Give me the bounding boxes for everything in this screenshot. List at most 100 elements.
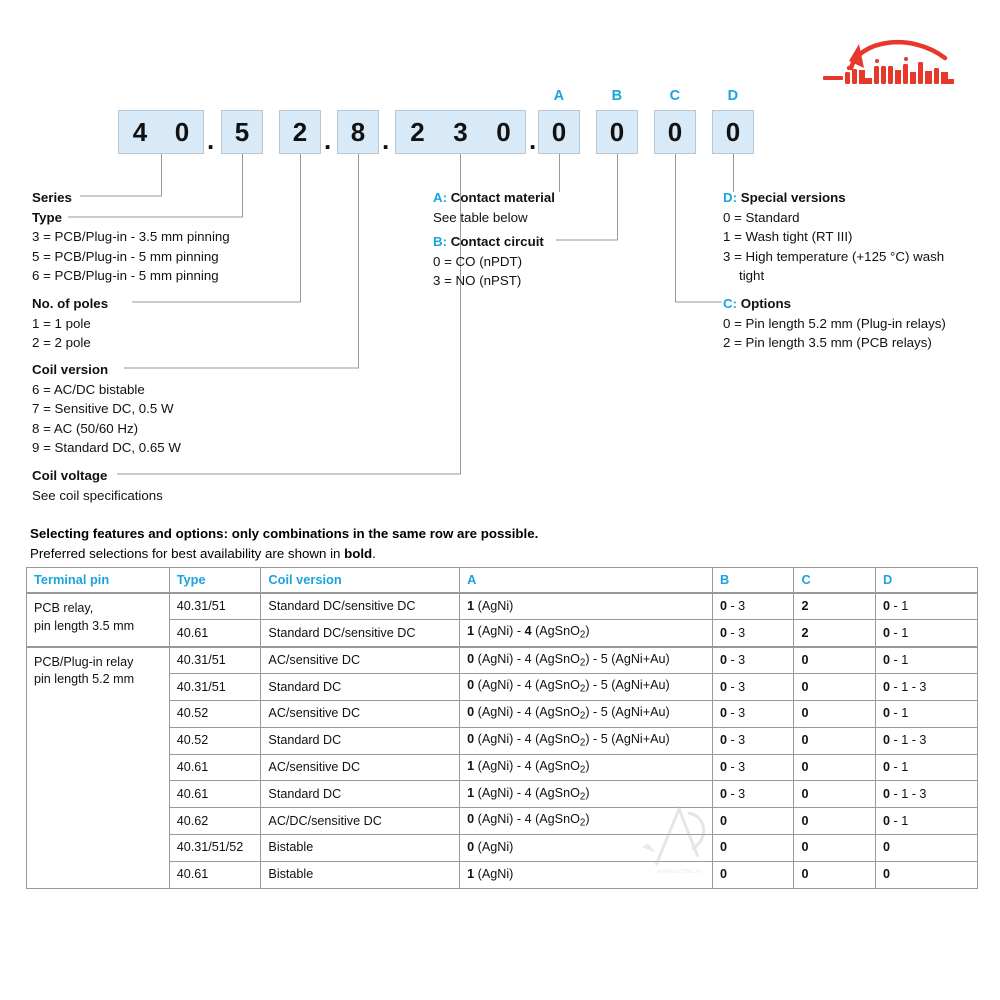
- cell-coil-version: Standard DC/sensitive DC: [260, 592, 461, 621]
- intro-line-2-bold: bold: [344, 545, 373, 561]
- legend-poles-title: No. of poles: [32, 296, 109, 311]
- cell-type: 40.31/51: [168, 645, 262, 675]
- pn-digit: 4: [132, 117, 148, 147]
- pn-box-contact-circuit: 0: [596, 110, 638, 154]
- cell-type: 40.31/51/52: [168, 833, 262, 862]
- legend-a-title: A: Contact material: [433, 188, 555, 208]
- cell-type: 40.61: [168, 619, 262, 648]
- legend-d-item: 3 = High temperature (+125 °C) wash: [723, 248, 945, 264]
- table-row: 40.61 AC/sensitive DC 1 (AgNi) - 4 (AgSnO2…: [27, 753, 978, 782]
- legend-b-item: 0 = CO (nPDT): [433, 253, 523, 269]
- cell-c: 0: [793, 726, 877, 755]
- legend-d-item: 0 = Standard: [723, 209, 800, 225]
- pn-digit: 0: [551, 117, 567, 147]
- cell-d: 0 - 1 - 3: [875, 726, 978, 755]
- table-intro: Selecting features and options: only com…: [30, 524, 538, 563]
- legend-coil-version-item: 6 = AC/DC bistable: [32, 381, 145, 397]
- table-row: PCB/Plug-in relay pin length 5.2 mm 40.31/…: [26, 645, 978, 889]
- cell-d: 0 - 1: [875, 807, 978, 835]
- col-header-a: A: [459, 567, 713, 594]
- pn-box-coil-version: 8: [337, 110, 379, 154]
- cell-a: 0 (AgNi) - 4 (AgSnO2) - 5 (AgNi+Au): [459, 645, 713, 675]
- pn-letter-c: C: [669, 88, 681, 104]
- pn-digit: 8: [350, 117, 366, 147]
- cell-b: 0 - 3: [711, 726, 795, 755]
- legend-coil-voltage-title: Coil voltage: [32, 468, 108, 483]
- pn-box-type: 5: [221, 110, 263, 154]
- table-row: 40.52 Standard DC 0 (AgNi) - 4 (AgSnO2) - …: [27, 726, 978, 755]
- table-row: 40.31/51 Standard DC 0 (AgNi) - 4 (AgSnO2)…: [27, 673, 978, 701]
- legend-a-letter: A:: [433, 190, 448, 205]
- legend-poles-item: 2 = 2 pole: [32, 335, 91, 351]
- cell-a: 0 (AgNi): [459, 833, 713, 862]
- selection-table: Terminal pin Type Coil version A B C D P…: [26, 567, 978, 889]
- legend-a-title-text: Contact material: [450, 190, 555, 205]
- cell-d: 0: [875, 860, 978, 889]
- table-row: 40.61 Standard DC/sensitive DC 1 (AgNi) - …: [27, 619, 978, 648]
- col-header-terminal-pin: Terminal pin: [26, 567, 170, 594]
- terminal-pin-line-1: PCB relay,: [34, 601, 94, 615]
- legend-d-letter: D:: [723, 190, 738, 205]
- legend-c-title: C: Options: [723, 294, 946, 314]
- legend-c-options: C: Options 0 = Pin length 5.2 mm (Plug-i…: [723, 294, 946, 353]
- cell-d: 0: [875, 833, 978, 862]
- legend-d-item-continuation: tight: [739, 268, 765, 284]
- cell-coil-version: Standard DC/sensitive DC: [260, 619, 461, 648]
- pn-box-poles: 2: [279, 110, 321, 154]
- legend-type-item: 5 = PCB/Plug-in - 5 mm pinning: [32, 248, 219, 264]
- legend-c-item: 0 = Pin length 5.2 mm (Plug-in relays): [723, 315, 946, 331]
- cell-a: 0 (AgNi) - 4 (AgSnO2) - 5 (AgNi+Au): [459, 700, 713, 728]
- pn-digit: 2: [292, 117, 308, 147]
- cell-coil-version: AC/sensitive DC: [260, 700, 461, 728]
- legend-coil-version-item: 9 = Standard DC, 0.65 W: [32, 440, 181, 456]
- table-row: 40.62 AC/DC/sensitive DC 0 (AgNi) - 4 (AgS…: [27, 807, 978, 835]
- legend-coil-version-item: 8 = AC (50/60 Hz): [32, 420, 139, 436]
- cell-c: 0: [793, 780, 877, 809]
- cell-type: 40.61: [168, 753, 262, 782]
- cell-d: 0 - 1: [875, 592, 978, 621]
- cell-b: 0: [711, 807, 795, 835]
- cell-a: 1 (AgNi) - 4 (AgSnO2): [459, 619, 713, 648]
- pn-box-special-versions: 0: [712, 110, 754, 154]
- arta-electric-logo: [815, 28, 980, 90]
- cell-a: 0 (AgNi) - 4 (AgSnO2): [459, 807, 713, 835]
- legend-c-item: 2 = Pin length 3.5 mm (PCB relays): [723, 335, 932, 351]
- cell-type: 40.52: [168, 726, 262, 755]
- cell-type: 40.61: [168, 860, 262, 889]
- col-header-c: C: [793, 567, 877, 594]
- terminal-pin-group: PCB/Plug-in relay pin length 5.2 mm: [26, 645, 170, 889]
- legend-type-item: 3 = PCB/Plug-in - 3.5 mm pinning: [32, 229, 230, 245]
- cell-b: 0 - 3: [711, 619, 795, 648]
- legend-series-title: Series: [32, 190, 72, 205]
- cell-b: 0: [711, 833, 795, 862]
- legend-d-title: D: Special versions: [723, 188, 944, 208]
- cell-d: 0 - 1: [875, 645, 978, 675]
- col-header-type: Type: [168, 567, 262, 594]
- pn-box-options: 0: [654, 110, 696, 154]
- cell-b: 0 - 3: [711, 592, 795, 621]
- intro-line-2-pre: Preferred selections for best availabili…: [30, 545, 345, 561]
- terminal-pin-group: PCB relay, pin length 3.5 mm: [26, 592, 170, 648]
- pn-digit: 0: [725, 117, 741, 147]
- legend-c-letter: C:: [723, 296, 738, 311]
- legend-b-contact-circuit: B: Contact circuit 0 = CO (nPDT) 3 = NO …: [433, 232, 544, 291]
- terminal-pin-line-1: PCB/Plug-in relay: [34, 654, 134, 669]
- cell-type: 40.31/51: [168, 592, 262, 621]
- legend-coil-version: Coil version 6 = AC/DC bistable 7 = Sens…: [32, 360, 181, 458]
- pn-digit: 5: [234, 117, 250, 147]
- part-number-diagram: A B C D 4 0 . 5 2 . 8 . 2 3 0 . 0 0 0 0: [0, 88, 1000, 168]
- cell-type: 40.62: [168, 807, 262, 835]
- legend-c-title-text: Options: [740, 296, 791, 311]
- cell-type: 40.61: [168, 780, 262, 809]
- col-header-b: B: [711, 567, 795, 594]
- cell-c: 0: [793, 833, 877, 862]
- cell-type: 40.31/51: [168, 673, 262, 701]
- cell-coil-version: Standard DC: [260, 673, 461, 701]
- cell-c: 0: [793, 645, 877, 675]
- table-row: PCB relay, pin length 3.5 mm 40.31/51 Stand…: [26, 592, 978, 648]
- cell-coil-version: Bistable: [260, 860, 461, 889]
- cell-d: 0 - 1: [875, 700, 978, 728]
- pn-digit: 0: [496, 117, 511, 147]
- pn-digit: 0: [609, 117, 625, 147]
- cell-c: 0: [793, 673, 877, 701]
